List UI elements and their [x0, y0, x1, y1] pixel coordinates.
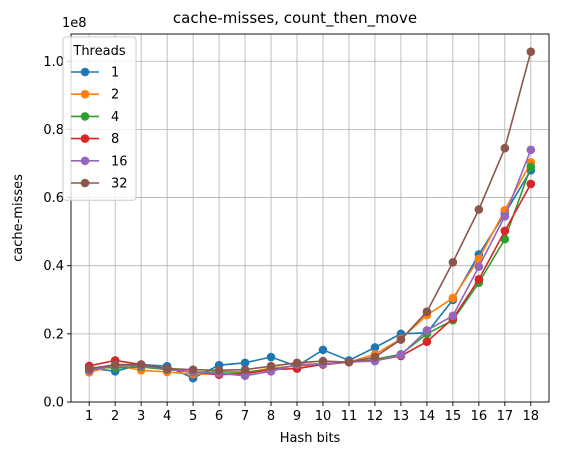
x-tick-label: 15 [445, 409, 462, 424]
data-point [162, 364, 172, 373]
y-tick-label: 0.8 [43, 123, 64, 138]
data-point [500, 226, 510, 236]
legend-title: Threads [72, 44, 125, 59]
data-point [474, 275, 484, 284]
legend-item-8: 8 [71, 132, 119, 147]
legend-item-32: 32 [71, 177, 128, 192]
data-point [396, 335, 406, 344]
data-point [526, 145, 536, 155]
legend-marker [80, 134, 90, 143]
data-point [526, 47, 536, 57]
y-tick-label: 0.4 [43, 259, 64, 274]
data-point [344, 357, 354, 367]
legend-marker [80, 112, 90, 121]
series-1 [84, 165, 536, 383]
x-tick-label: 13 [393, 409, 410, 424]
data-point [422, 307, 432, 317]
data-point [188, 365, 198, 374]
data-point [448, 257, 458, 267]
data-point [500, 234, 510, 244]
x-tick-label: 5 [189, 409, 197, 424]
data-point [240, 371, 250, 381]
data-point [422, 326, 432, 335]
data-point [214, 366, 224, 375]
x-tick-label: 16 [471, 409, 488, 424]
legend-label: 1 [111, 66, 119, 81]
x-tick-label: 9 [293, 409, 301, 424]
x-tick-label: 2 [111, 409, 119, 424]
data-point [500, 143, 510, 153]
x-tick-label: 1 [85, 409, 93, 424]
data-point [84, 364, 94, 374]
data-point [526, 162, 536, 172]
series-32 [84, 47, 536, 375]
data-point [370, 343, 380, 352]
legend-marker [80, 67, 90, 77]
x-tick-label: 14 [419, 409, 436, 424]
series-layer [84, 47, 536, 383]
legend-item-16: 16 [71, 154, 128, 169]
data-point [318, 356, 328, 366]
x-tick-label: 11 [341, 409, 358, 424]
series-16 [84, 145, 536, 381]
legend-label: 8 [111, 132, 119, 147]
data-point [448, 293, 458, 303]
x-tick-label: 10 [315, 409, 332, 424]
plot-frame [70, 33, 550, 403]
data-point [110, 360, 120, 369]
x-tick-label: 4 [163, 409, 171, 424]
legend-item-4: 4 [71, 110, 119, 125]
legend-label: 32 [111, 177, 128, 192]
x-tick-label: 6 [215, 409, 223, 424]
x-tick-label: 8 [267, 409, 275, 424]
y-axis-label: cache-misses [11, 174, 26, 262]
x-tick-label: 17 [497, 409, 514, 424]
y-tick-label: 1.0 [43, 55, 64, 70]
y-tick-label: 0.2 [43, 327, 64, 342]
series-8 [84, 179, 536, 380]
x-tick-label: 7 [241, 409, 249, 424]
legend-label: 4 [111, 110, 119, 125]
legend-label: 16 [111, 154, 128, 169]
data-point [318, 345, 328, 355]
data-point [240, 358, 250, 368]
data-point [266, 361, 276, 371]
series-line [89, 169, 532, 380]
series-line [89, 149, 532, 377]
data-point [422, 337, 432, 346]
grid [71, 34, 549, 403]
legend-item-1: 1 [71, 66, 119, 81]
data-point [500, 211, 510, 221]
x-axis-label: Hash bits [280, 431, 341, 446]
chart-title: cache-misses, count_then_move [173, 9, 417, 28]
data-point [526, 179, 536, 189]
data-point [136, 360, 146, 369]
data-point [396, 350, 406, 360]
legend-marker [80, 89, 90, 99]
legend-marker [80, 178, 90, 188]
legend-marker [80, 156, 90, 166]
y-tick-label: 0.0 [43, 396, 64, 411]
y-tick-label: 0.6 [43, 191, 64, 206]
data-point [448, 311, 458, 321]
x-tick-label: 18 [523, 409, 540, 424]
legend-label: 2 [111, 88, 119, 103]
data-point [240, 365, 250, 374]
legend: Threads 1 2 4 8 16 32 [62, 36, 137, 201]
x-tick-label: 3 [137, 409, 145, 424]
series-line [89, 51, 532, 372]
data-point [292, 358, 302, 368]
data-point [474, 262, 484, 272]
series-2 [84, 158, 536, 379]
series-line [88, 162, 532, 375]
data-point [370, 352, 380, 362]
legend-item-2: 2 [71, 88, 119, 103]
axis-ticks: 1 2 3 4 5 6 7 8 9 10 11 12 13 14 15 16 17 180.00.20.40.60… [43, 55, 539, 424]
y-offset-label: 1e8 [62, 16, 87, 31]
data-point [474, 205, 484, 214]
data-point [266, 352, 276, 362]
x-tick-label: 12 [367, 409, 384, 424]
series-4 [84, 162, 536, 377]
